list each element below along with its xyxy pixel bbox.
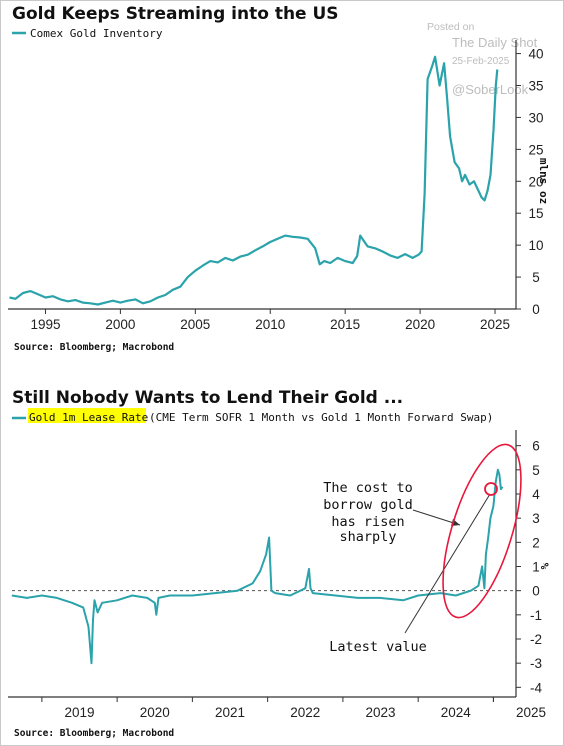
watermark-handle: @SoberLook (452, 82, 529, 97)
chart1-y-ticks: 0 5 10 15 20 25 30 35 40 (516, 47, 544, 317)
x-tick-label: 2021 (215, 705, 245, 720)
x-tick-label: 2024 (441, 705, 472, 720)
x-tick-label: 2015 (330, 317, 360, 332)
y-tick-label: 5 (532, 463, 540, 478)
y-tick-label: 15 (528, 206, 543, 221)
y-tick-label: 4 (532, 487, 540, 502)
x-tick-label: 2020 (140, 705, 170, 720)
y-tick-label: 35 (528, 79, 543, 94)
y-tick-label: 6 (532, 439, 540, 454)
chart2-y-ticks: -4 -3 -2 -1 0 1 2 3 4 5 6 (516, 439, 542, 695)
y-tick-label: 3 (532, 511, 540, 526)
watermark-publisher: The Daily Shot (452, 35, 538, 50)
chart2-y-label: % (538, 563, 551, 570)
chart2-legend-label: Gold 1m Lease Rate (29, 411, 148, 424)
chart1-y-label: mlns oz (537, 158, 550, 204)
x-tick-label: 2022 (290, 705, 320, 720)
annotation-ellipse (442, 443, 522, 619)
annotation-line-3: has risen (331, 514, 404, 530)
x-tick-label: 2023 (366, 705, 396, 720)
watermark-posted: Posted on (427, 21, 474, 33)
y-tick-label: 0 (532, 584, 540, 599)
x-tick-label: 1995 (30, 317, 60, 332)
chart2-annotation: The cost to borrow gold has risen sharpl… (323, 443, 522, 655)
chart1-axes (8, 40, 517, 310)
x-tick-label: 2000 (105, 317, 135, 332)
y-tick-label: -1 (530, 608, 542, 623)
latest-value-marker (484, 482, 498, 496)
chart2-legend-note: (CME Term SOFR 1 Month vs Gold 1 Month F… (149, 411, 493, 424)
x-tick-label: 2010 (255, 317, 285, 332)
chart2-legend-highlight (28, 408, 146, 423)
y-tick-label: 30 (528, 110, 543, 125)
y-tick-label: -2 (530, 632, 542, 647)
annotation-line-1: The cost to (323, 480, 412, 496)
y-tick-label: 1 (532, 560, 540, 575)
chart1-title: Gold Keeps Streaming into the US (12, 4, 339, 24)
annotation-line-2: borrow gold (323, 497, 412, 513)
y-tick-label: 40 (528, 47, 543, 62)
y-tick-label: -3 (530, 656, 542, 671)
chart2-title: Still Nobody Wants to Lend Their Gold ..… (12, 388, 403, 408)
y-tick-label: 5 (532, 270, 540, 285)
chart2-axes (8, 430, 517, 698)
x-tick-label: 2025 (480, 317, 510, 332)
chart2-series-line (11, 468, 504, 665)
annotation-latest: Latest value (329, 639, 427, 655)
x-tick-label: 2005 (180, 317, 210, 332)
chart2-x-ticks: 2019 2020 2021 2022 2023 2024 2025 (41, 697, 546, 720)
chart1-legend-label: Comex Gold Inventory (30, 27, 163, 40)
annotation-line-4: sharply (340, 529, 397, 545)
y-tick-label: 25 (528, 142, 543, 157)
x-tick-label: 2019 (64, 705, 94, 720)
x-tick-label: 2020 (405, 317, 435, 332)
y-tick-label: -4 (530, 680, 542, 695)
chart1-x-ticks: 1995 2000 2005 2010 2015 2020 2025 (30, 309, 510, 332)
y-tick-label: 10 (528, 238, 543, 253)
y-tick-label: 0 (532, 302, 540, 317)
latest-value-leader (404, 493, 491, 634)
chart2-source: Source: Bloomberg; Macrobond (14, 728, 174, 739)
chart1-source: Source: Bloomberg; Macrobond (14, 342, 174, 353)
x-tick-label: 2025 (516, 705, 546, 720)
watermark-date: 25-Feb-2025 (452, 56, 510, 67)
y-tick-label: 2 (532, 535, 540, 550)
y-tick-label: 20 (528, 174, 543, 189)
chart1-series-line (9, 55, 499, 306)
